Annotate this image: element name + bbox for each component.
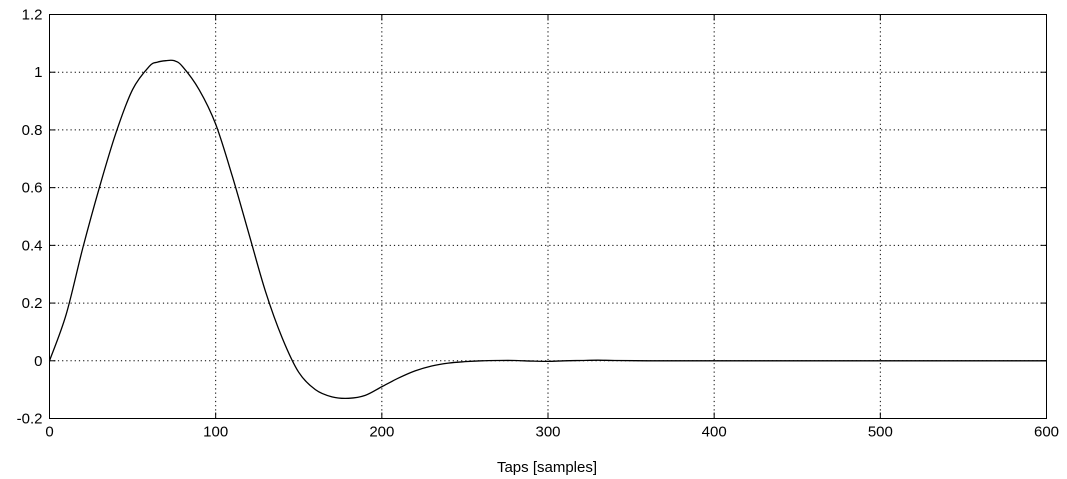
- x-tick-label: 200: [369, 424, 394, 441]
- y-tick-label: 1.2: [22, 7, 43, 24]
- x-tick-label: 100: [203, 424, 228, 441]
- x-tick-label: 600: [1034, 424, 1059, 441]
- x-tick-label: 500: [868, 424, 893, 441]
- y-tick-label: 1: [34, 64, 42, 81]
- x-tick-label: 0: [45, 424, 53, 441]
- x-tick-label: 400: [702, 424, 727, 441]
- y-tick-label: 0.6: [22, 180, 43, 197]
- x-tick-labels: 0 100 200 300 400 500 600: [45, 424, 1059, 441]
- series-line: [48, 59, 1047, 400]
- y-tick-label: 0.2: [22, 295, 43, 312]
- y-tick-labels: -0.2 0 0.2 0.4 0.6 0.8 1 1.2: [17, 7, 43, 428]
- y-tick-label: 0: [34, 353, 42, 370]
- series-layer: [48, 59, 1047, 400]
- y-tick-label: -0.2: [17, 411, 43, 428]
- y-tick-label: 0.8: [22, 122, 43, 139]
- x-axis-label: Taps [samples]: [497, 459, 597, 476]
- plot-frame: [49, 14, 1047, 419]
- x-tick-label: 300: [535, 424, 560, 441]
- y-tick-label: 0.4: [22, 237, 43, 254]
